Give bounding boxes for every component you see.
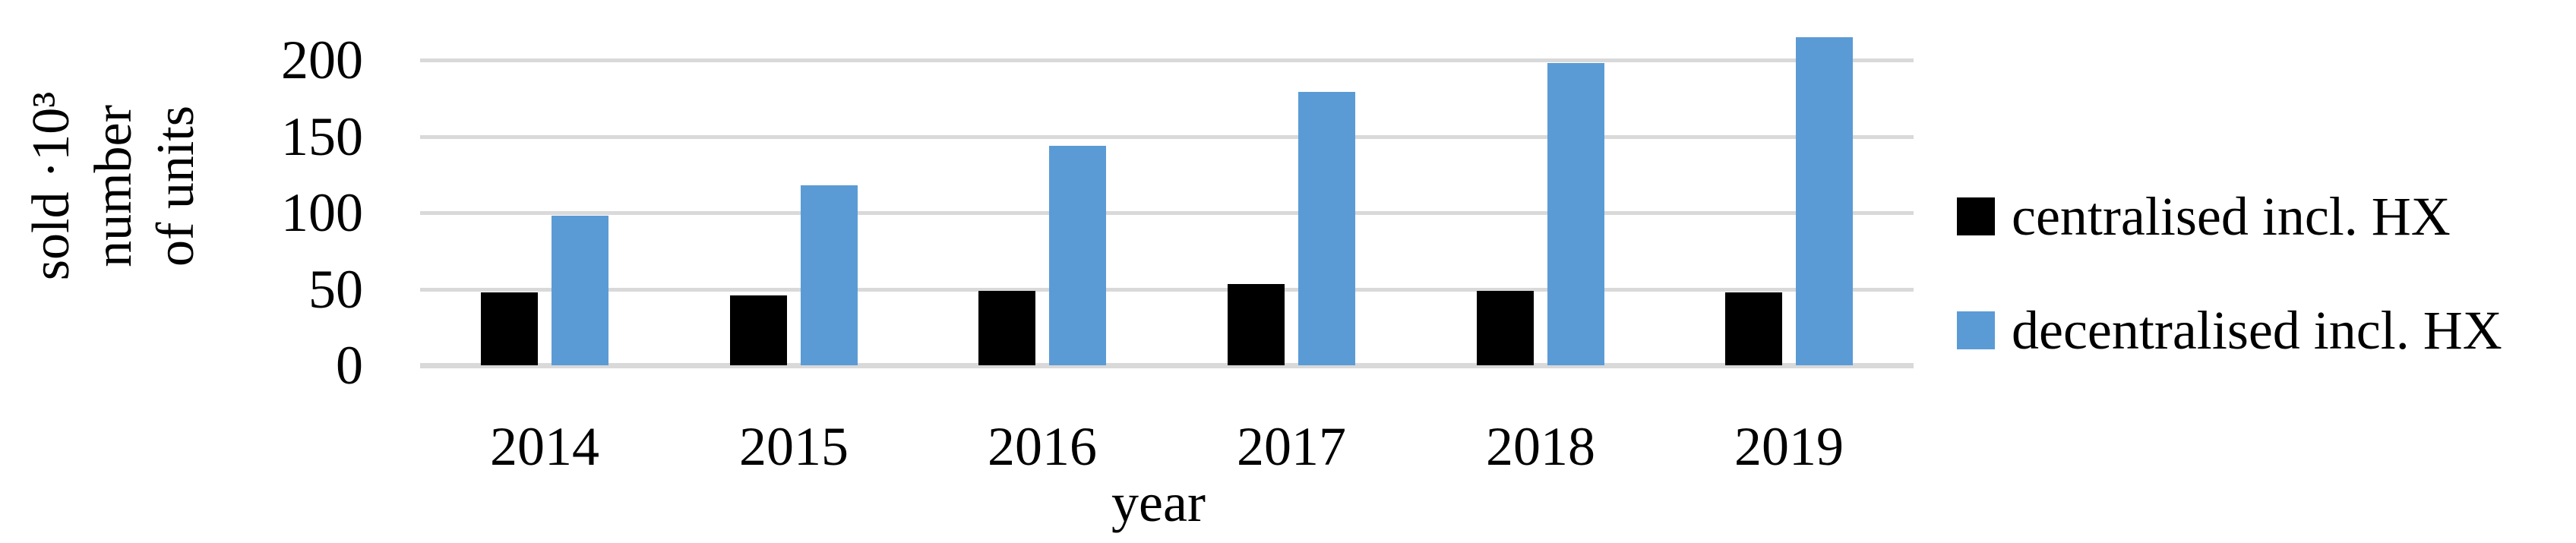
x-tick-label: 2017 xyxy=(1237,416,1346,477)
bar-decentralised-2018 xyxy=(1547,63,1604,365)
gridline xyxy=(420,287,1914,292)
gridline xyxy=(420,58,1914,62)
x-axis-title: year xyxy=(1111,472,1206,533)
legend-label: centralised incl. HX xyxy=(2012,186,2451,247)
y-tick-label: 200 xyxy=(281,30,363,90)
y-tick-label: 150 xyxy=(281,106,363,167)
bar-decentralised-2019 xyxy=(1796,37,1853,365)
gridline xyxy=(420,134,1914,139)
decentralised-series-swatch-icon xyxy=(1957,311,1995,349)
bar-decentralised-2017 xyxy=(1298,92,1355,365)
bar-decentralised-2014 xyxy=(552,216,608,365)
bar-decentralised-2016 xyxy=(1049,146,1106,365)
bar-centralised-2017 xyxy=(1228,284,1285,365)
y-axis-title-line: sold ·10³ xyxy=(22,91,81,281)
y-tick-label: 100 xyxy=(281,182,363,243)
bar-centralised-2015 xyxy=(730,295,787,365)
bar-centralised-2016 xyxy=(978,291,1035,365)
x-tick-label: 2015 xyxy=(739,416,849,477)
y-axis-title: sold ·10³ number of units xyxy=(21,0,210,384)
legend-label: decentralised incl. HX xyxy=(2012,300,2502,361)
legend-item-decentralised: decentralised incl. HX xyxy=(1957,298,2502,363)
gridline xyxy=(420,211,1914,215)
legend-item-centralised: centralised incl. HX xyxy=(1957,184,2451,249)
y-axis-title-line: number xyxy=(84,105,143,267)
y-tick-label: 0 xyxy=(336,335,363,396)
bar-centralised-2019 xyxy=(1725,292,1782,365)
x-tick-label: 2014 xyxy=(490,416,599,477)
bar-decentralised-2015 xyxy=(801,185,858,365)
x-tick-label: 2018 xyxy=(1486,416,1595,477)
bar-centralised-2018 xyxy=(1477,291,1534,365)
x-tick-label: 2019 xyxy=(1734,416,1844,477)
plot-area xyxy=(420,0,1914,372)
y-tick-label: 50 xyxy=(308,258,363,320)
x-axis-baseline xyxy=(420,363,1914,368)
centralised-series-swatch-icon xyxy=(1957,197,1995,235)
bar-centralised-2014 xyxy=(481,292,538,365)
x-tick-label: 2016 xyxy=(988,416,1097,477)
